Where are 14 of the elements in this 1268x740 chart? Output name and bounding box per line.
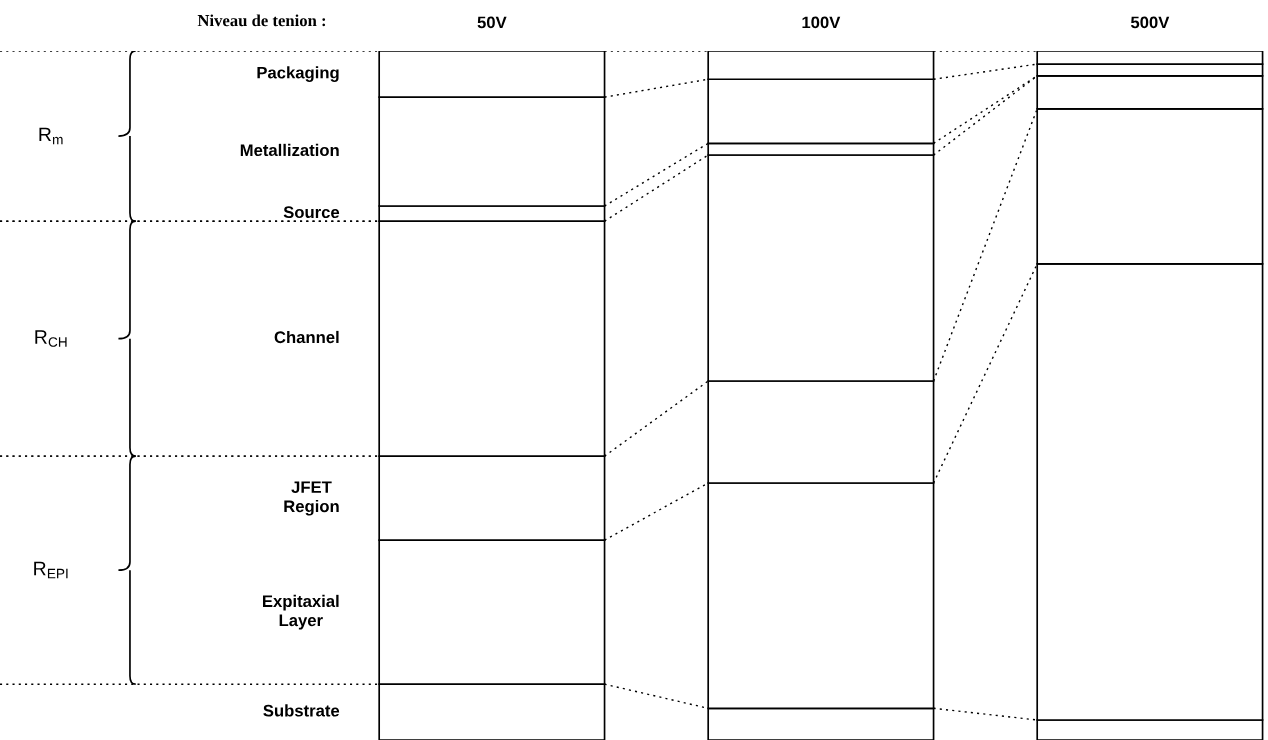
text: Metallization — [240, 143, 339, 157]
text: R$_{EPI}$ — [34, 561, 68, 579]
text: R$_{CH}$ — [35, 330, 67, 347]
x-tick-label: 500V — [1130, 16, 1170, 29]
text: Substrate — [263, 704, 340, 717]
x-tick-label: 50V — [477, 16, 507, 29]
text: Packaging — [257, 66, 339, 82]
text: Source — [283, 206, 340, 219]
text: JFET Region — [284, 481, 339, 516]
x-tick-label: 100V — [802, 16, 841, 29]
text: Channel — [274, 330, 339, 344]
text: Expitaxial Layer — [263, 594, 339, 630]
text: Niveau de tenion : — [197, 14, 326, 27]
text: R$_{m}$ — [39, 127, 63, 145]
